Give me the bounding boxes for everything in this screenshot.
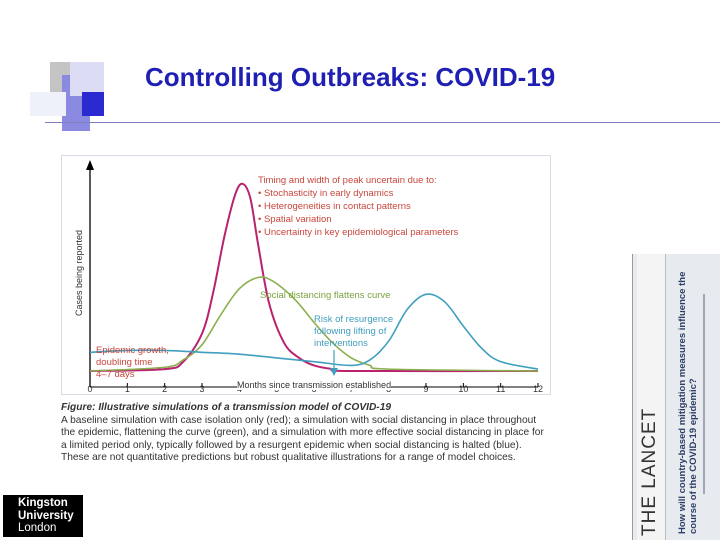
figure-caption: Figure: Illustrative simulations of a tr…: [61, 402, 551, 465]
caption-text: A baseline simulation with case isolatio…: [61, 414, 544, 464]
title-divider: [45, 122, 720, 123]
corner-decoration: [0, 0, 104, 131]
uncertainty-item: • Heterogeneities in contact patterns: [258, 201, 411, 212]
logo-line: University: [18, 509, 74, 522]
resurgence-label: Risk of resurgence: [314, 314, 393, 325]
caption-label: Figure: Illustrative simulations of a tr…: [61, 402, 392, 413]
journal-headline: How will country-based mitigation measur…: [677, 271, 699, 534]
y-axis-arrow: [86, 160, 94, 170]
y-axis-label: Cases being reported: [74, 230, 84, 316]
chart-figure: Cases being reported 0123456789101112 Ti…: [61, 155, 551, 395]
epidemic-curves-chart: Cases being reported 0123456789101112 Ti…: [74, 160, 543, 394]
journal-name: THE LANCET: [639, 407, 660, 536]
x-tick-label: 1: [125, 384, 130, 394]
resurgence-label: following lifting of: [314, 326, 387, 337]
logo-line: Kingston: [18, 497, 68, 509]
uncertainty-item: • Spatial variation: [258, 214, 332, 225]
logo-line: London: [18, 522, 57, 534]
x-tick-label: 3: [199, 384, 204, 394]
series-line-1: [89, 276, 539, 372]
kingston-logo: Kingston University London: [3, 495, 83, 537]
x-tick-label: 2: [162, 384, 167, 394]
uncertainty-item: • Stochasticity in early dynamics: [258, 188, 394, 199]
growth-label: Epidemic growth,: [96, 345, 169, 356]
series-line-2: [89, 293, 539, 370]
x-tick-label: 12: [533, 384, 543, 394]
growth-label: 4–7 days: [96, 369, 135, 380]
uncertainty-title: Timing and width of peak uncertain due t…: [258, 175, 437, 186]
x-tick-label: 10: [458, 384, 468, 394]
growth-label: doubling time: [96, 357, 153, 368]
resurgence-label: interventions: [314, 338, 368, 349]
journal-cover: THE LANCET How will country-based mitiga…: [632, 254, 720, 540]
slide-title: Controlling Outbreaks: COVID-19: [145, 62, 556, 92]
x-tick-label: 11: [496, 384, 505, 394]
resurgence-arrowhead: [330, 368, 338, 376]
flatten-label: Social distancing flattens curve: [260, 290, 390, 301]
uncertainty-item: • Uncertainty in key epidemiological par…: [258, 227, 459, 238]
x-axis-label: Months since transmission established: [237, 380, 392, 390]
x-tick-label: 9: [423, 384, 428, 394]
x-tick-label: 0: [87, 384, 92, 394]
